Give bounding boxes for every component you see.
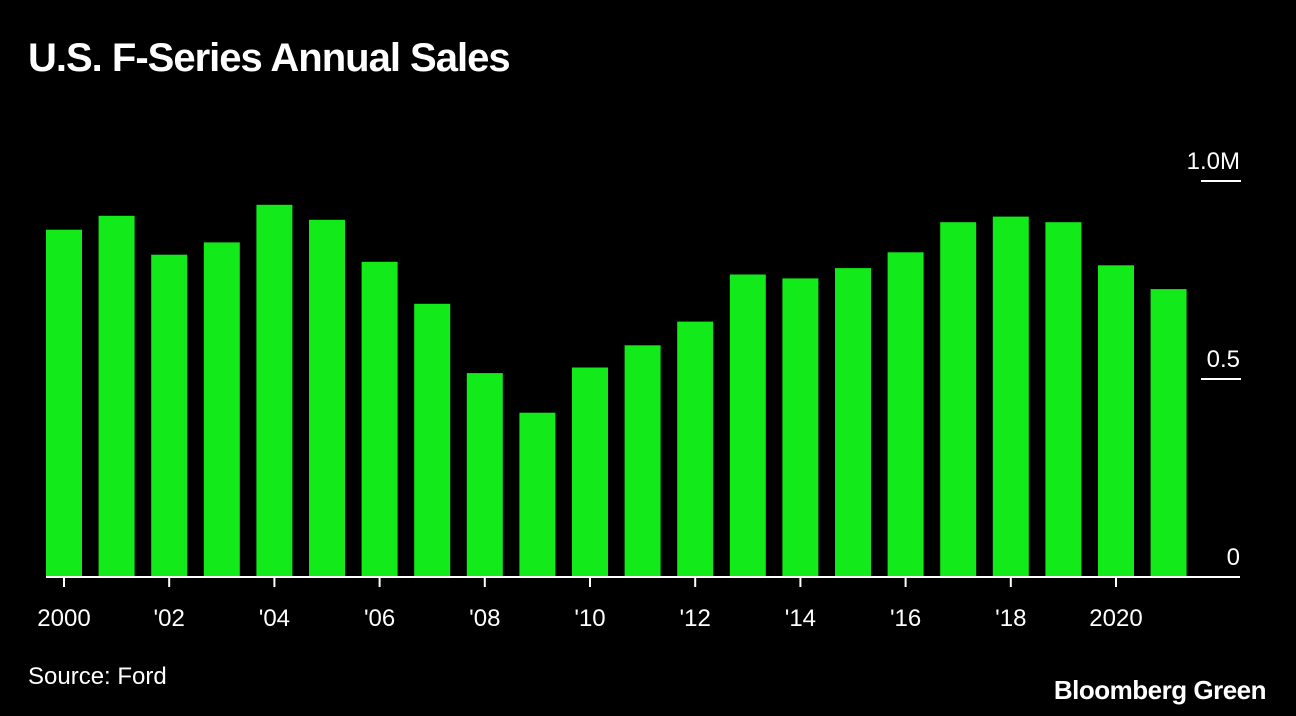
- y-tick-label-1.0M: 1.0M: [1187, 148, 1240, 175]
- bar-2016: [887, 252, 924, 578]
- bar-2010: [572, 367, 608, 577]
- bar-2011: [624, 345, 661, 577]
- x-tick-label-2018: '18: [995, 605, 1026, 632]
- bar-2013: [729, 274, 766, 577]
- bar-2012: [677, 321, 714, 577]
- x-tick-label-2004: '04: [259, 605, 290, 632]
- chart-title: U.S. F-Series Annual Sales: [28, 36, 511, 80]
- bar-2015: [835, 268, 871, 577]
- y-tick-label-0.5: 0.5: [1207, 346, 1240, 373]
- bar-2006: [361, 261, 398, 577]
- x-tick-label-2000: 2000: [37, 605, 90, 632]
- x-tick-label-2006: '06: [364, 605, 395, 632]
- bloomberg-green-logo: Bloomberg Green: [1053, 675, 1267, 705]
- bar-2002: [151, 254, 188, 577]
- bar-2021: [1150, 289, 1187, 577]
- bar-2001: [98, 215, 135, 578]
- y-tick-label-0: 0: [1227, 544, 1240, 571]
- bar-2008: [466, 373, 503, 577]
- source-note: Source: Ford: [28, 663, 167, 690]
- bar-2004: [256, 204, 293, 578]
- x-tick-label-2014: '14: [785, 605, 816, 632]
- bar-2000: [46, 229, 82, 577]
- x-tick-label-2020: 2020: [1089, 605, 1142, 632]
- x-tick-label-2010: '10: [574, 605, 605, 632]
- bar-2019: [1045, 222, 1082, 577]
- x-tick-label-2016: '16: [890, 605, 921, 632]
- bar-2017: [940, 222, 977, 577]
- bar-2020: [1098, 265, 1134, 577]
- bar-2007: [414, 303, 451, 577]
- bar-2003: [203, 242, 240, 577]
- x-tick-label-2012: '12: [680, 605, 711, 632]
- bar-2009: [519, 412, 556, 577]
- x-tick-label-2008: '08: [469, 605, 500, 632]
- x-tick-label-2002: '02: [154, 605, 185, 632]
- bar-2018: [992, 216, 1029, 577]
- bar-2014: [782, 278, 819, 577]
- bar-2005: [309, 219, 345, 578]
